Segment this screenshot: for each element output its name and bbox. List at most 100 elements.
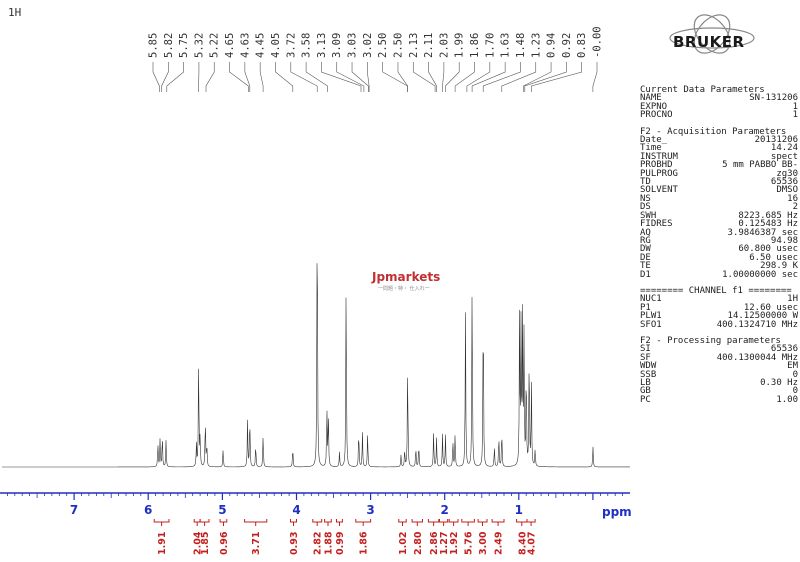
integral-bracket [526,519,536,523]
param-value: 6.50 usec [749,252,798,263]
peak-label: -0.00 [592,26,604,58]
integral-value: 5.76 [464,531,475,555]
param-key: PC [640,394,651,405]
peak-label: 4.63 [239,33,251,58]
param-row: PROBHD 5 mm PABBO BB- [640,160,798,171]
peak-label: 5.22 [209,33,221,58]
integral-bracket [312,519,323,523]
peak-label-connector [397,62,408,92]
integral-value: 2.80 [413,531,424,555]
integral-bracket [355,519,372,523]
peak-label: 2.03 [438,33,450,58]
param-value: 3.9846387 sec [727,227,798,238]
param-row: Time 14.24 [640,143,798,154]
integral-value: 1.02 [398,532,409,555]
peak-label: 5.32 [193,33,205,58]
integral-bracket [336,519,343,523]
peak-label-connector [442,62,445,92]
peak-label-connector [275,62,294,92]
integral-bracket [398,519,407,523]
param-key: NUC1 [640,294,662,305]
peak-label: 0.83 [576,33,588,58]
integral-bracket [448,519,459,523]
param-key: PULPROG [640,168,678,179]
integral-value: 0.93 [289,532,300,555]
param-value: 1H [787,294,798,305]
peak-label-connector [205,62,215,92]
peak-label-connector [229,62,249,92]
peak-label-connector [305,62,328,92]
peak-label-connector [592,62,598,92]
integral-bracket [491,519,505,523]
param-value: 1 [792,110,798,121]
param-value: 0.30 Hz [760,378,798,388]
integral-value: 0.96 [219,531,230,555]
peak-label-connector [531,62,582,92]
param-key: DS [640,202,651,213]
param-key: PROBHD [640,160,673,171]
param-key: SI [640,344,651,355]
peak-label-connector [367,62,370,92]
peak-label: 4.65 [224,33,236,58]
peak-label: 2.50 [392,33,404,58]
param-row: SWH 8223.685 Hz [640,210,798,221]
param-key: DE [640,252,651,263]
param-key: SWH [640,210,657,221]
integral-bracket [324,519,332,523]
peak-label: 0.92 [561,33,573,58]
param-key: PROCNO [640,110,673,121]
param-key: SFO1 [640,319,662,330]
param-key: P1 [640,302,651,313]
param-value: 400.1300044 MHz [716,352,798,363]
integral-layer: 1.91 2.041.85 0.96 3.71 0.93 2.82 1.88 0.99 1.86… [153,519,538,555]
param-row: SFO1 400.1324710 MHz [640,319,798,330]
param-key: NS [640,193,651,204]
peak-label: 3.09 [331,33,343,58]
peak-label-connector [161,62,169,92]
param-row: PLW1 14.12500000 W [640,311,798,322]
integral-value: 1.27 [439,532,450,555]
param-value: 0 [792,369,798,380]
param-section-heading: F2 - Processing parameters [640,335,781,346]
peak-label-connector [336,62,365,92]
x-tick-label: 3 [366,503,374,517]
spectrum-trace [2,263,630,468]
param-row: DW 60.800 usec [640,245,798,254]
peak-label-connector [523,62,552,92]
param-value: 0 [792,386,798,397]
param-key: PLW1 [640,311,662,322]
peak-label-connector [166,62,184,92]
peak-label: 2.11 [423,33,435,58]
param-row: NAME SN-131206 [640,94,798,103]
peak-label-connector [351,62,369,92]
param-key: Time [640,143,662,154]
integral-value: 1.85 [200,532,211,555]
peak-label: 3.02 [362,33,374,58]
param-key: EXPNO [640,101,668,112]
param-row: INSTRUM spect [640,151,798,162]
param-value: 16 [787,193,798,204]
param-value: 8223.685 Hz [738,210,798,221]
param-value: 1 [792,101,798,112]
param-key: INSTRUM [640,151,678,162]
integral-bracket [290,519,297,523]
param-row: NUC1 1H [640,294,798,305]
param-value: 298.9 K [760,261,798,272]
integral-bracket [199,519,210,523]
param-key: TD [640,177,651,188]
peak-label-connector [501,62,537,92]
nucleus-label: 1H [8,6,22,19]
peak-label-connector [524,62,567,92]
param-row: RG 94.98 [640,235,798,246]
peak-label: 1.23 [530,33,542,58]
param-key: SF [640,352,651,363]
param-value: 12.60 usec [743,302,798,313]
integral-value: 4.07 [527,532,538,555]
param-row: SSB 0 [640,369,798,380]
param-value: 94.98 [770,235,798,246]
peak-label-connector [454,62,475,92]
peak-label-connector [482,62,521,92]
param-section-heading: Current Data Parameters [640,85,765,95]
peak-label-connector [244,62,251,92]
